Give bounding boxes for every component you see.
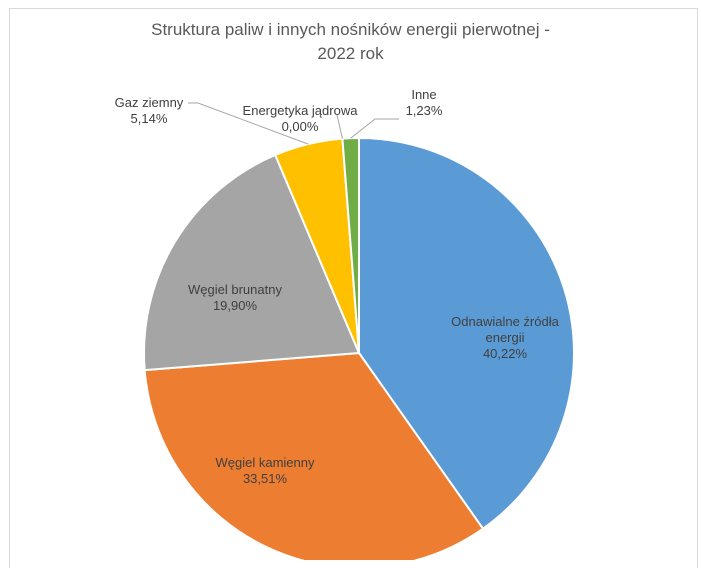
slice-label-odnawialne-line-1: Odnawialne źródła (451, 314, 559, 329)
slice-value-energetyka-jadrowa: 0,00% (281, 119, 319, 134)
slice-value-gaz-ziemny: 5,14% (130, 111, 168, 126)
slice-value-odnawialne: 40,22% (482, 346, 528, 361)
slice-label-inne-line-1: Inne (411, 87, 437, 102)
slice-value-wegiel-kamienny: 33,51% (242, 471, 288, 486)
slice-label-energetyka-jadrowa-line-1: Energetyka jądrowa (242, 103, 358, 118)
pie-slice-wegiel-brunatny (143, 153, 360, 372)
chart-area (9, 8, 698, 568)
slice-label-wegiel-kamienny: Węgiel kamienny 33,51% (216, 455, 315, 487)
slice-value-wegiel-brunatny: 19,90% (212, 298, 258, 313)
leader-line-inne (350, 118, 399, 139)
slice-label-gaz-ziemny: Gaz ziemny 5,14% (115, 95, 184, 127)
slice-label-wegiel-brunatny-line-1: Węgiel brunatny (188, 282, 282, 297)
pie-slice-odnawialne (358, 137, 576, 530)
slice-label-gaz-ziemny-line-1: Gaz ziemny (114, 95, 184, 110)
slice-label-wegiel-kamienny-line-1: Węgiel kamienny (215, 455, 315, 470)
slice-label-energetyka-jadrowa: Energetyka jądrowa 0,00% (243, 103, 358, 135)
chart-title: Struktura paliw i innych nośników energi… (0, 18, 701, 66)
slice-label-odnawialne-line-2: energii (485, 330, 525, 345)
slice-label-wegiel-brunatny: Węgiel brunatny 19,90% (188, 282, 282, 314)
slice-label-inne: Inne 1,23% (406, 87, 443, 119)
chart-title-line-2: 2022 rok (317, 44, 384, 63)
chart-title-line-1: Struktura paliw i innych nośników energi… (151, 20, 550, 39)
pie-slice-wegiel-kamienny (143, 352, 484, 560)
slice-label-odnawialne: Odnawialne źródła energii 40,22% (451, 314, 559, 362)
leader-line-energetyka-jadrowa (336, 114, 343, 139)
slice-value-inne: 1,23% (405, 103, 443, 118)
leader-line-gaz-ziemny (188, 102, 309, 145)
